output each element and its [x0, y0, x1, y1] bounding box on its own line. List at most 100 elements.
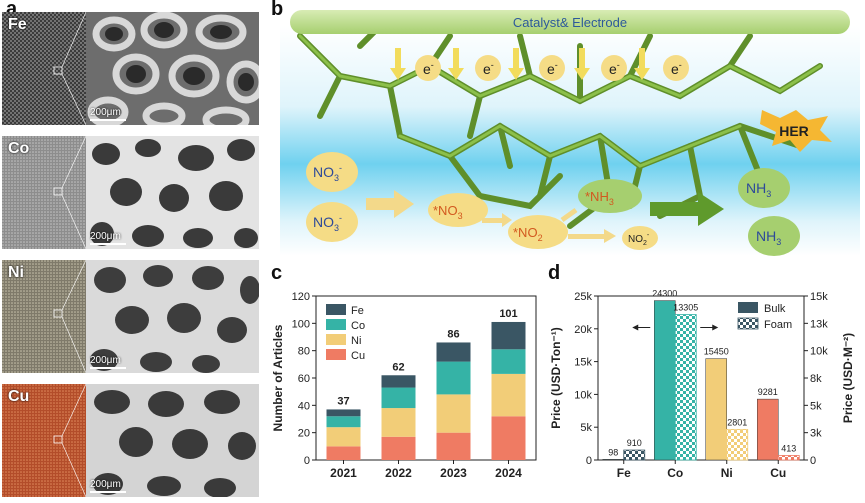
panel-d-letter: d: [548, 262, 561, 284]
y-tick-label: 60: [298, 373, 310, 385]
y-left-tick-label: 5k: [580, 422, 592, 434]
scale-bar-fe: 200μm: [90, 107, 126, 121]
svg-text:e-: e-: [609, 60, 620, 77]
electron-1: e-: [415, 55, 441, 81]
y-left-axis-label: Price (USD·Ton⁻¹): [549, 327, 563, 428]
y-right-tick-label: 15k: [810, 291, 828, 303]
reaction-scheme: Catalyst& Electrode e- e- e- e- e- HER N…: [280, 10, 860, 256]
legend-label-bulk: Bulk: [764, 303, 786, 315]
bar-segment-cu: [326, 446, 361, 460]
solution-glow: [280, 26, 860, 256]
legend-label-fe: Fe: [351, 305, 364, 317]
adsorbed-nitrite: *NO2: [508, 215, 568, 249]
price-chart: 0 5k 10k 15k 20k 25k 0 3k 5k 8k 10k 13k 15k Price (US…: [549, 289, 855, 480]
adsorbed-ammonia: *NH3: [578, 179, 642, 213]
desorption-arrow: [650, 192, 724, 226]
svg-text:NO3-: NO3-: [313, 213, 342, 233]
bar-bulk-ni: [705, 358, 727, 461]
legend-label-co: Co: [351, 320, 365, 332]
nitrate-1: NO3-: [306, 152, 358, 192]
bar-segment-ni: [381, 408, 416, 437]
electrons: e- e- e- e- e-: [415, 55, 689, 81]
electron-arrows: [390, 48, 650, 80]
ammonia-product-1: NH3: [738, 168, 790, 208]
bar-segment-ni: [491, 373, 526, 417]
electron-5: e-: [663, 55, 689, 81]
y-right-tick-label: 13k: [810, 318, 828, 330]
y-right-tick-label: 0: [810, 455, 816, 467]
bar-bulk-cu: [757, 398, 779, 461]
legend-label-ni: Ni: [351, 335, 361, 347]
adsorption-arrow: [366, 190, 414, 218]
y-right-tick-label: 10k: [810, 346, 828, 358]
x-tick-label: 2023: [440, 466, 467, 480]
bar-segment-cu: [436, 432, 471, 460]
legend-swatch-ni: [326, 334, 346, 345]
y-tick-label: 20: [298, 428, 310, 440]
sem-zoom-cu: [86, 384, 259, 497]
scale-bar-cu: 200μm: [90, 479, 126, 493]
left-axis-arrowhead: [632, 324, 639, 331]
bar-foam-co: [674, 314, 697, 461]
bar-segment-co: [326, 416, 361, 428]
ammonia-product-2: NH3: [748, 216, 800, 256]
x-tick-label: Fe: [617, 466, 631, 480]
y-left-tick-label: 10k: [574, 389, 592, 401]
y-tick-label: 0: [304, 455, 310, 467]
legend-swatch-bulk: [738, 302, 758, 313]
right-axis-arrowhead: [712, 324, 719, 331]
bulk-value-label: 9281: [758, 387, 778, 397]
bar-segment-ni: [326, 427, 361, 447]
legend-swatch-cu: [326, 349, 346, 360]
nitrate-2: NO3-: [306, 202, 358, 242]
panel-a-letter: a: [6, 0, 18, 20]
total-label: 86: [447, 328, 459, 340]
scale-text-fe: 200μm: [90, 107, 121, 118]
scale-line-cu: [90, 491, 126, 493]
total-label: 62: [392, 361, 404, 373]
x-tick-label: Cu: [770, 466, 786, 480]
step-arrow-2: [560, 207, 578, 223]
svg-text:NO3-: NO3-: [313, 163, 342, 183]
legend-swatch-foam: [737, 317, 759, 330]
y-left-tick-label: 25k: [574, 291, 592, 303]
sem-image-cu: Cu 200μm: [2, 384, 259, 497]
sem-label-fe: Fe: [8, 16, 27, 33]
svg-text:e-: e-: [671, 60, 682, 77]
electron-2: e-: [475, 55, 501, 81]
step-arrow-1: [482, 213, 512, 227]
legend-label-foam: Foam: [764, 319, 792, 331]
her-label: HER: [779, 123, 809, 139]
y-tick-label: 80: [298, 346, 310, 358]
electron-3: e-: [539, 55, 565, 81]
bar-bulk-fe: [602, 459, 624, 461]
total-label: 101: [499, 308, 517, 320]
sem-label-co: Co: [8, 140, 30, 157]
bar-segment-co: [381, 387, 416, 409]
nitrite-release-arrow: [568, 229, 616, 243]
articles-chart: 0 20 40 60 80 100 120 Number of Articles 37 2021 6…: [271, 291, 537, 480]
panel-b-letter: b: [271, 0, 284, 20]
electron-4: e-: [601, 55, 627, 81]
svg-text:*NO3: *NO3: [433, 203, 463, 221]
legend-swatch-fe: [326, 304, 346, 315]
legend-label-cu: Cu: [351, 350, 365, 362]
bar-segment-cu: [381, 436, 416, 460]
bar-bulk-co: [654, 300, 676, 461]
x-tick-label: Co: [667, 466, 683, 480]
sem-zoom-ni: [86, 260, 259, 373]
x-tick-label: Ni: [721, 466, 733, 480]
bar-foam-ni: [726, 428, 749, 461]
y-right-axis-label: Price (USD·M⁻²): [841, 333, 855, 423]
nitrite-product: NO2-: [622, 226, 658, 250]
foam-value-label: 2801: [727, 417, 747, 427]
sem-image-co: Co 200μm: [2, 136, 259, 249]
svg-text:NO2-: NO2-: [628, 232, 650, 247]
bar-segment-cu: [491, 416, 526, 460]
y-left-tick-label: 20k: [574, 324, 592, 336]
x-tick-label: 2022: [385, 466, 412, 480]
svg-text:NH3: NH3: [746, 180, 771, 199]
sem-overview-ni: [2, 260, 86, 373]
svg-text:NH3: NH3: [756, 228, 781, 247]
her-burst: HER: [760, 110, 832, 152]
